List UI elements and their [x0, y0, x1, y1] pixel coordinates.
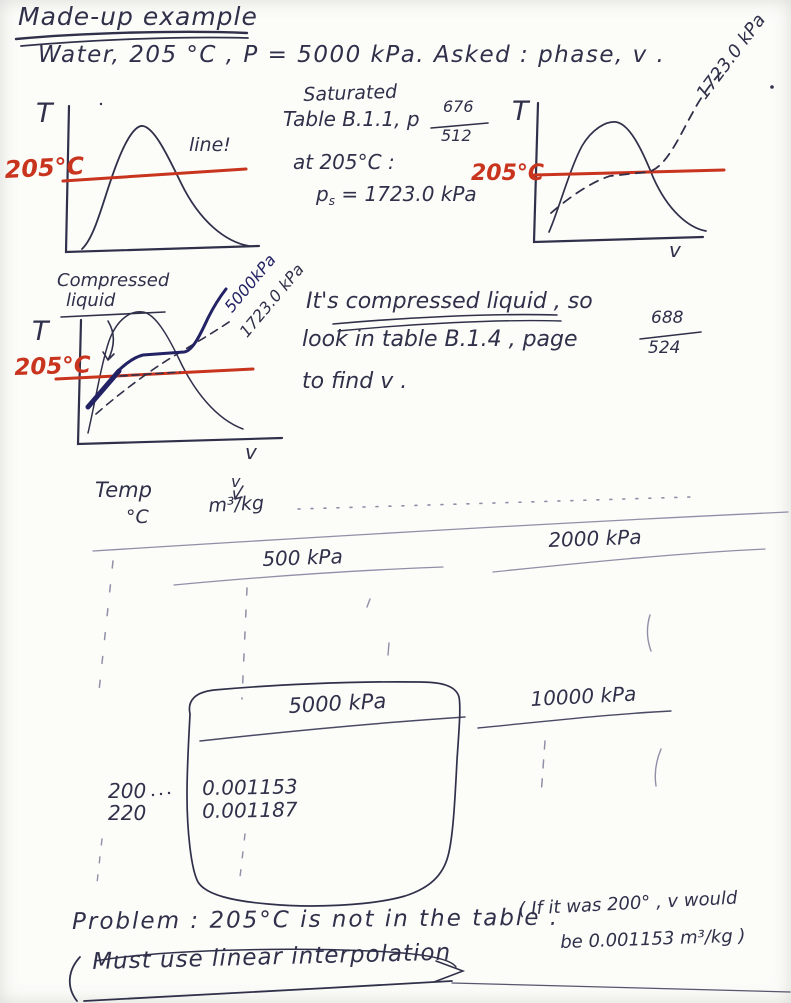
- ml-red-temp-label: 205°C: [13, 352, 92, 381]
- tr-axis-v-label: v: [669, 238, 681, 262]
- row-dots: [151, 791, 171, 797]
- pressure-label-10000: 10000 kPa: [529, 681, 637, 711]
- v-units-arrow-icon: [233, 485, 244, 500]
- ps-value: = 1723.0 kPa: [334, 182, 477, 206]
- rule-under-500kpa: [173, 566, 444, 586]
- fraction-bar-688-524: [639, 331, 702, 340]
- note-underlines: [332, 122, 702, 340]
- emphasis-oval: [68, 948, 791, 1002]
- conclusion-line3: to find v .: [302, 369, 408, 394]
- oval-top-curve: [94, 948, 457, 968]
- ditto-temp-col: [98, 560, 114, 692]
- pressure-label-5000: 5000 kPa: [287, 688, 387, 718]
- ml-isobar-1723-dashed: [95, 319, 233, 415]
- conclusion-fraction-denominator: 524: [648, 338, 681, 358]
- ink-dot: [99, 102, 103, 106]
- diagram-top-right-strokes: [532, 70, 774, 244]
- page-fraction-denominator: 512: [441, 126, 472, 145]
- sat-note-line3: at 205°C :: [293, 150, 395, 174]
- tl-axis-t-label: T: [36, 98, 53, 129]
- header-dotted-line: [297, 496, 691, 510]
- tr-axes: [532, 101, 705, 244]
- ml-compressed-liquid-segment: [85, 368, 122, 410]
- ditto-v-col-lower: [239, 833, 246, 878]
- rule-under-2000kpa: [492, 548, 766, 573]
- tr-saturation-dome: [548, 121, 707, 233]
- pressure-label-500: 500 kPa: [261, 544, 344, 571]
- fraction-bar-676-512: [430, 122, 489, 129]
- sat-note-line1: Saturated: [302, 80, 398, 106]
- table-row-v: 0.001153: [201, 774, 298, 800]
- conclusion-line1-underlined: compressed liquid: [345, 289, 547, 314]
- oval-right-tip: [433, 960, 466, 983]
- highlight-blob-5000kpa: [186, 681, 461, 907]
- ml-axis-t-label: T: [32, 316, 49, 347]
- table-temp-header: Temp: [95, 478, 152, 502]
- ml-205c-red-line: [54, 367, 255, 381]
- conclusion-line1: It's compressed liquid , so: [306, 291, 593, 313]
- tl-saturation-dome: [81, 125, 250, 250]
- ditto-v-col: [241, 587, 248, 700]
- rule-under-5000kpa: [199, 716, 466, 742]
- bottom-long-stroke: [451, 982, 791, 993]
- diagram-mid-left-strokes: [54, 287, 284, 446]
- ml-axis-v-label: v: [245, 440, 257, 464]
- table-temp-units: °C: [126, 506, 149, 528]
- ml-region-label-1: Compressed: [57, 270, 170, 291]
- table-v-units: m³/kg: [207, 492, 265, 517]
- tl-axes: [64, 104, 261, 254]
- sat-note-ps-line: ps = 1723.0 kPa: [316, 184, 477, 207]
- ml-dashed-tie-line: [119, 371, 181, 377]
- ml-pointer-arrow-icon: [102, 320, 115, 361]
- title-underline: [14, 30, 249, 47]
- conclusion-fraction-numerator: 688: [651, 308, 684, 328]
- tl-red-temp-label: 205°C: [3, 151, 85, 184]
- tl-205c-red-line: [61, 167, 248, 183]
- ps-base: p: [316, 182, 329, 206]
- tr-red-temp-label: 205°C: [471, 161, 545, 186]
- ditto-10000-col: [540, 740, 546, 797]
- rule-under-10000kpa: [477, 710, 672, 729]
- table-row-temp: 220: [108, 801, 147, 825]
- ditto-temp-col-lower: [96, 838, 103, 884]
- ml-label-underline: [60, 311, 166, 318]
- ps-subscript: s: [328, 194, 335, 209]
- stray-ditto-marks: [366, 598, 662, 787]
- page-fraction-numerator: 676: [443, 97, 474, 116]
- ink-dot: [770, 85, 774, 89]
- ml-saturation-dome: [87, 311, 244, 434]
- pressure-label-2000: 2000 kPa: [547, 524, 642, 552]
- sat-note-line2: Table B.1.1, p: [283, 107, 420, 131]
- tr-axis-t-label: T: [512, 96, 529, 127]
- problem-statement: Water, 205 °C , P = 5000 kPa. Asked : ph…: [38, 42, 666, 68]
- conclusion-line2: look in table B.1.4 , page: [302, 327, 578, 352]
- ml-region-label-2: liquid: [66, 290, 116, 311]
- conclusion-line1-post: , so: [546, 289, 593, 314]
- footer-problem-note: Problem : 205°C is not in the table .: [71, 904, 560, 935]
- conclusion-underline-1: [332, 313, 558, 325]
- table-top-rule: [92, 511, 789, 552]
- table-v-header: v: [231, 472, 241, 491]
- table-rules: [92, 496, 789, 884]
- tr-205c-red-line: [532, 168, 726, 177]
- tr-isobar-1723-dashed: [550, 70, 723, 214]
- tl-line-note: line!: [189, 134, 231, 156]
- oval-left-paren: [68, 956, 81, 1002]
- ml-axes: [76, 318, 284, 446]
- table-row-v: 0.001187: [201, 797, 298, 823]
- page-title: Made-up example: [18, 2, 258, 31]
- table-row-temp: 200: [108, 779, 147, 803]
- conclusion-line1-pre: It's: [306, 289, 346, 314]
- diagram-top-left-strokes: [61, 102, 261, 254]
- ml-isobar-5000: [115, 287, 228, 374]
- oval-bottom-curve: [83, 980, 453, 1002]
- conclusion-underline-2: [337, 319, 562, 332]
